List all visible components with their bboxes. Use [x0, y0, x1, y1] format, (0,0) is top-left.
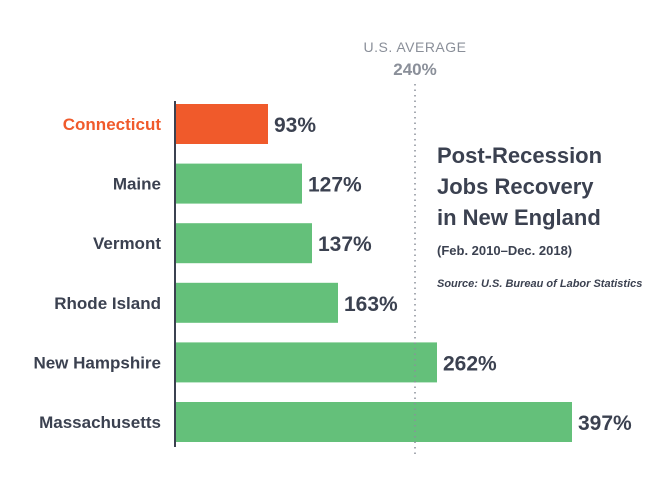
category-label-massachusetts: Massachusetts: [39, 413, 161, 432]
us-average-value: 240%: [393, 60, 436, 79]
chart-subtitle: (Feb. 2010–Dec. 2018): [437, 243, 573, 258]
value-label-vermont: 137%: [318, 233, 372, 256]
chart-title-line-2: Jobs Recovery: [437, 174, 594, 199]
bar-massachusetts: [175, 402, 572, 442]
chart-title-line-1: Post-Recession: [437, 143, 603, 168]
value-label-new-hampshire: 262%: [443, 352, 497, 375]
bar-vermont: [175, 223, 312, 264]
bar-new-hampshire: [175, 342, 437, 383]
category-label-connecticut: Connecticut: [63, 115, 162, 134]
category-label-maine: Maine: [113, 175, 161, 194]
chart-title: Post-Recession Jobs Recovery in New Engl…: [437, 140, 652, 233]
value-label-massachusetts: 397%: [578, 412, 632, 435]
bar-rhode-island: [175, 282, 338, 323]
category-label-vermont: Vermont: [93, 234, 161, 253]
bar-maine: [175, 163, 302, 204]
chart-text-panel: Post-Recession Jobs Recovery in New Engl…: [437, 140, 652, 293]
category-label-rhode-island: Rhode Island: [54, 294, 161, 313]
chart-title-line-3: in New England: [437, 205, 601, 230]
value-label-maine: 127%: [308, 174, 362, 197]
us-average-label: U.S. AVERAGE: [364, 39, 467, 55]
value-label-connecticut: 93%: [274, 114, 316, 137]
bar-connecticut: [175, 104, 268, 144]
category-label-new-hampshire: New Hampshire: [33, 353, 161, 372]
value-label-rhode-island: 163%: [344, 293, 398, 316]
chart-source: Source: U.S. Bureau of Labor Statistics: [437, 278, 643, 290]
